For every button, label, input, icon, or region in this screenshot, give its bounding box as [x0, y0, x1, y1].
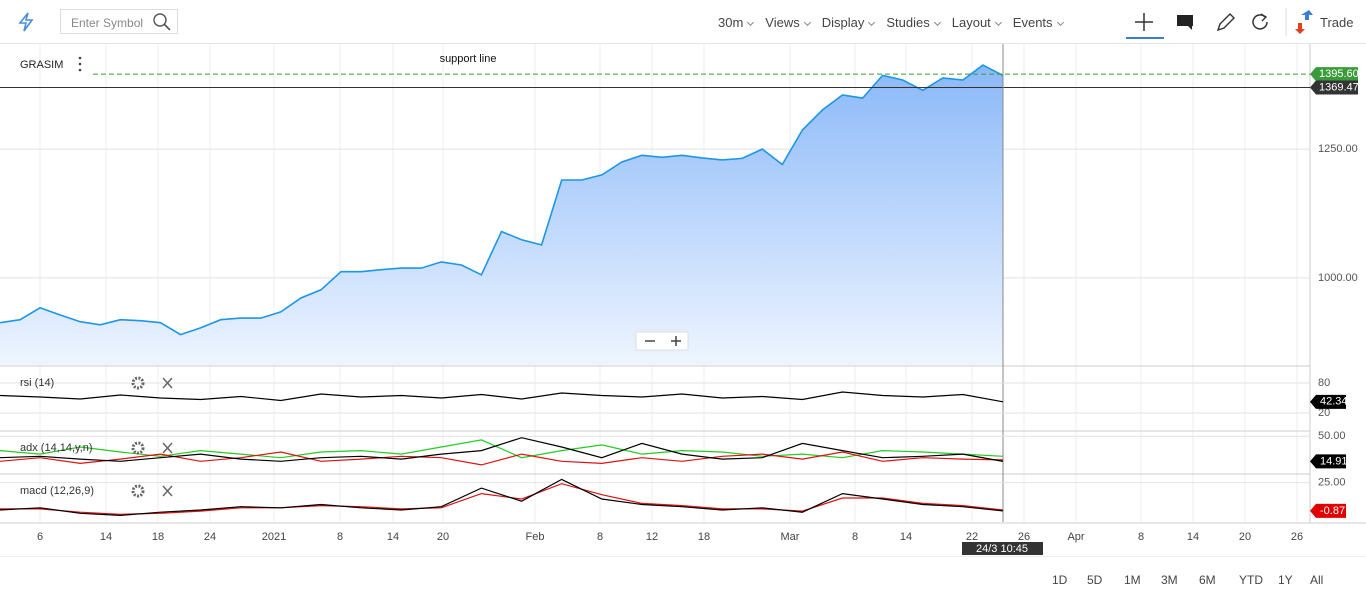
- indicator-line: [0, 451, 1004, 466]
- x-tick-label: Apr: [1067, 531, 1084, 543]
- x-tick-label: 18: [152, 531, 164, 543]
- x-tick-label: 8: [337, 531, 343, 543]
- settings-icon[interactable]: [131, 484, 145, 498]
- crosshair-label: 24/3 10:45: [976, 543, 1028, 555]
- x-tick-label: 2021: [262, 531, 286, 543]
- symbol-search[interactable]: Enter Symbol: [60, 9, 178, 34]
- level-label: 1395.60: [1319, 68, 1359, 80]
- x-tick-label: 26: [1291, 531, 1303, 543]
- indicator-title: adx (14,14,y,n): [20, 442, 93, 454]
- indicator-title: rsi (14): [20, 377, 54, 389]
- y-tick-label: 80: [1318, 377, 1330, 389]
- x-tick-label: 6: [37, 531, 43, 543]
- value-tag: [1310, 454, 1346, 469]
- range-bar: 1D 5D 1M 3M 6M YTD 1Y All: [0, 556, 1366, 601]
- indicator-line: [0, 437, 1004, 462]
- level-tag: [1310, 67, 1358, 82]
- range-button[interactable]: All: [1310, 573, 1324, 587]
- menu-dot: [78, 56, 82, 60]
- x-tick-label: 14: [900, 531, 912, 543]
- range-button[interactable]: 3M: [1161, 573, 1178, 587]
- range-button[interactable]: 1M: [1124, 573, 1141, 587]
- x-tick-label: 8: [597, 531, 603, 543]
- range-button[interactable]: 1D: [1052, 573, 1068, 587]
- y-tick-label: 1000.00: [1318, 272, 1358, 284]
- x-tick-label: 26: [1018, 531, 1030, 543]
- x-tick-label: 14: [1187, 531, 1199, 543]
- x-tick-label: 18: [698, 531, 710, 543]
- level-tag: [1310, 80, 1358, 95]
- menu-dot: [78, 62, 82, 66]
- value-label: -0.87: [1320, 505, 1345, 517]
- menu-bar: 30m Views Display Studies Layout Events: [718, 15, 1075, 30]
- close-icon: [162, 442, 173, 454]
- trade-button[interactable]: Trade: [1320, 15, 1354, 30]
- crosshair-tag: [962, 542, 1043, 555]
- x-tick-label: 14: [100, 531, 112, 543]
- close-icon: [162, 485, 173, 497]
- x-tick-label: 8: [1138, 531, 1144, 543]
- y-tick-label: 50.00: [1318, 430, 1346, 442]
- toolbar: Enter Symbol 30m Views Display Studies Layou…: [0, 0, 1366, 44]
- settings-icon[interactable]: [131, 441, 145, 455]
- chart: ▰ ZERODHA 6141824202181420Feb81218Mar814…: [0, 44, 1366, 555]
- indicator-line: [0, 391, 1004, 403]
- x-tick-label: 8: [852, 531, 858, 543]
- menu-item[interactable]: Events: [1012, 15, 1053, 30]
- zoom-control: [635, 331, 689, 351]
- x-tick-label: 12: [646, 531, 658, 543]
- menu-item[interactable]: 30m: [718, 15, 744, 30]
- y-tick-label: 1250.00: [1318, 143, 1358, 155]
- value-label: 42.34: [1320, 396, 1348, 408]
- annotation: support line: [440, 53, 497, 65]
- x-tick-label: 24: [204, 531, 216, 543]
- indicator-line: [0, 483, 1004, 515]
- range-button[interactable]: 6M: [1199, 573, 1216, 587]
- price-line: [0, 64, 1004, 336]
- menu-item[interactable]: Layout: [951, 15, 991, 30]
- indicator-title: macd (12,26,9): [20, 485, 94, 497]
- close-icon: [162, 377, 173, 389]
- x-tick-label: 20: [437, 531, 449, 543]
- menu-item[interactable]: Studies: [886, 15, 930, 30]
- x-tick-label: 14: [387, 531, 399, 543]
- zoom-in: [671, 336, 681, 346]
- value-label: 14.91: [1320, 455, 1348, 467]
- price-area: [0, 65, 1003, 365]
- settings-icon[interactable]: [131, 376, 145, 390]
- y-tick-label: 20: [1318, 407, 1330, 419]
- indicator-line: [0, 478, 1004, 517]
- search-icon: [153, 13, 171, 31]
- level-label: 1369.47: [1319, 81, 1359, 93]
- x-tick-label: Mar: [781, 531, 800, 543]
- symbol: GRASIM: [20, 59, 63, 71]
- range-button[interactable]: 5D: [1087, 573, 1103, 587]
- menu-item[interactable]: Display: [821, 15, 865, 30]
- value-tag: [1310, 394, 1346, 409]
- x-tick-label: 20: [1239, 531, 1251, 543]
- menu-item[interactable]: Views: [765, 15, 800, 30]
- tool-icons: [1126, 8, 1313, 39]
- range-button[interactable]: YTD: [1239, 573, 1263, 587]
- range-button[interactable]: 1Y: [1278, 573, 1293, 587]
- logo-icon: [18, 12, 34, 32]
- menu-dot: [78, 68, 82, 72]
- x-tick-label: Feb: [526, 531, 545, 543]
- value-tag: [1310, 503, 1346, 518]
- x-tick-label: 22: [966, 531, 978, 543]
- y-tick-label: 25.00: [1318, 477, 1346, 489]
